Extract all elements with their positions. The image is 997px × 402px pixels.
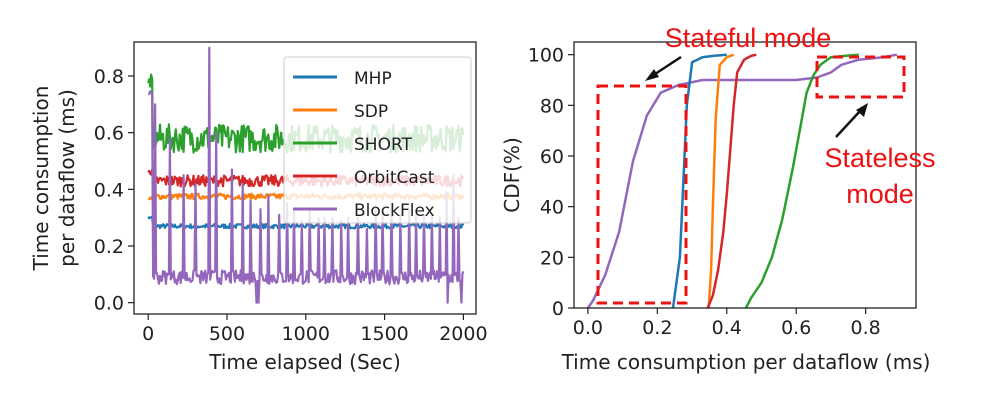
left-x-tick-label: 500 <box>209 323 245 345</box>
legend-entry-sdp: SDP <box>293 102 388 122</box>
right-y-tick-label: 80 <box>540 95 564 117</box>
left-x-tick-label: 2000 <box>439 323 487 345</box>
stateless-annotation-line2: mode <box>846 179 914 209</box>
right-x-axis-label: Time consumption per dataflow (ms) <box>561 350 931 374</box>
left-series-mhp <box>147 216 465 230</box>
legend-label-blockflex: BlockFlex <box>354 201 435 221</box>
legend-entry-mhp: MHP <box>293 69 392 89</box>
legend-entry-orbitcast: OrbitCast <box>293 168 435 188</box>
legend-label-sdp: SDP <box>354 102 388 122</box>
left-ticks: 0 500 1000 1500 2000 0.0 0.2 0.4 0.6 0.8 <box>94 66 488 345</box>
legend-box <box>283 56 472 224</box>
right-y-tick-label: 100 <box>528 45 564 67</box>
right-x-tick-label: 0.6 <box>781 317 811 339</box>
right-x-tick-label: 0.8 <box>851 317 881 339</box>
right-chart: 0.0 0.2 0.4 0.6 0.8 0 20 40 60 80 100 Time consump… <box>500 23 936 374</box>
right-y-tick-label: 20 <box>540 247 564 269</box>
legend-label-mhp: MHP <box>354 69 392 89</box>
legend-entry-blockflex: BlockFlex <box>293 201 435 221</box>
right-x-tick-label: 0.4 <box>712 317 742 339</box>
legend-entry-short: SHORT <box>293 135 413 155</box>
right-cdf-mhp <box>671 53 727 308</box>
left-x-tick-label: 1500 <box>360 323 408 345</box>
right-cdf-orbitcast <box>706 53 757 308</box>
left-x-axis-label: Time elapsed (Sec) <box>208 350 401 374</box>
left-y-tick-label: 0.6 <box>94 123 124 145</box>
right-y-axis-label: CDF(%) <box>500 137 524 212</box>
legend-label-orbitcast: OrbitCast <box>354 168 435 188</box>
right-cdf-short <box>744 53 859 308</box>
left-y-axis-label-line1: Time consumption <box>29 86 53 272</box>
right-y-tick-label: 40 <box>540 197 564 219</box>
left-legend: MHP SDP SHORT OrbitCast BlockFlex <box>283 56 472 224</box>
left-y-tick-label: 0.4 <box>94 179 124 201</box>
left-y-tick-label: 0.2 <box>94 236 124 258</box>
left-x-tick-label: 1000 <box>282 323 330 345</box>
right-plot-frame <box>573 41 917 309</box>
right-x-tick-label: 0.0 <box>573 317 603 339</box>
right-series-group <box>586 53 898 308</box>
stateless-region-box <box>815 55 906 99</box>
left-chart: 0 500 1000 1500 2000 0.0 0.2 0.4 0.6 0.8 Time ela… <box>29 41 488 374</box>
stateful-annotation: Stateful mode <box>665 23 832 53</box>
right-y-tick-label: 60 <box>540 146 564 168</box>
stateless-arrow <box>835 103 868 138</box>
stateful-arrow <box>645 55 682 81</box>
right-cdf-sdp <box>707 53 735 308</box>
right-y-tick-label: 0 <box>552 298 564 320</box>
stateful-region-box <box>596 84 688 305</box>
legend-label-short: SHORT <box>354 135 413 155</box>
right-ticks: 0.0 0.2 0.4 0.6 0.8 0 20 40 60 80 100 <box>528 45 881 339</box>
left-y-axis-label-line2: per dataflow (ms) <box>55 89 79 267</box>
left-plot-frame <box>133 41 477 315</box>
left-y-tick-label: 0.8 <box>94 66 124 88</box>
left-y-tick-label: 0.0 <box>94 293 124 315</box>
left-series-blockflex <box>147 46 465 304</box>
stateless-annotation-line1: Stateless <box>824 143 935 173</box>
left-x-tick-label: 0 <box>142 323 154 345</box>
right-x-tick-label: 0.2 <box>642 317 672 339</box>
